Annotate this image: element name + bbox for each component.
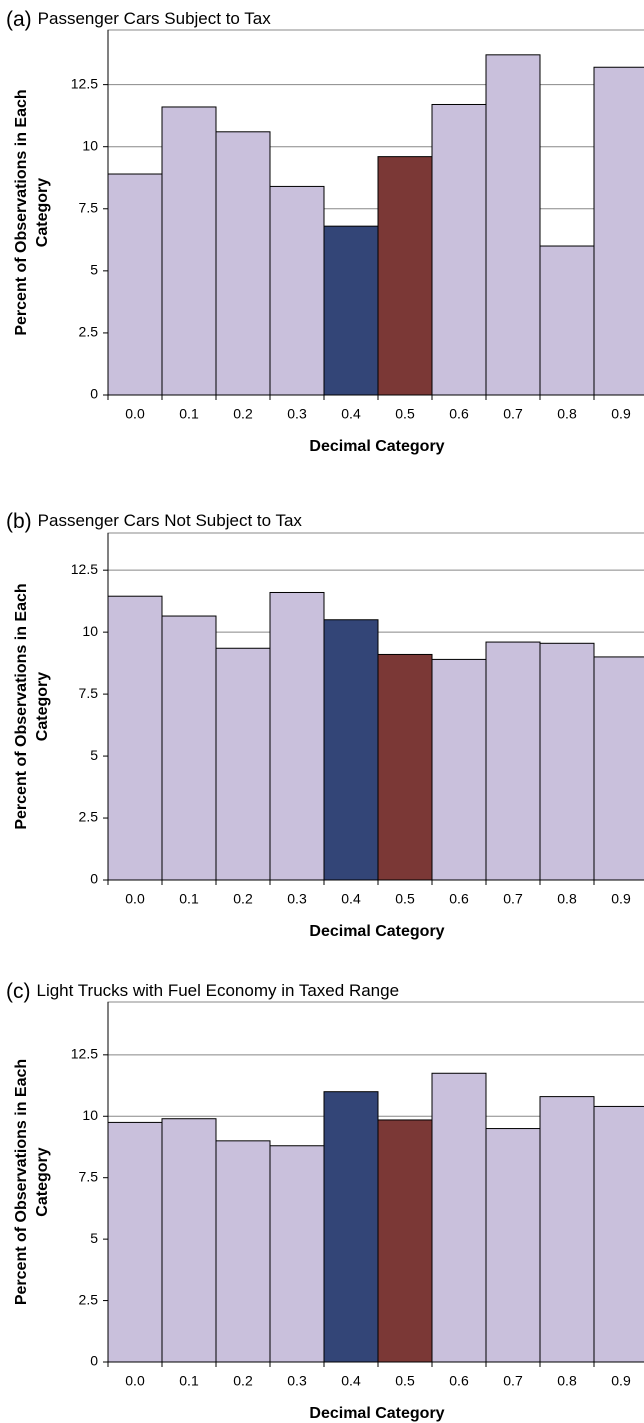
bar bbox=[161, 1118, 217, 1363]
x-tick-label: 0.2 bbox=[233, 1373, 253, 1389]
y-tick-label: 12.5 bbox=[71, 1046, 98, 1062]
y-tick-label: 7.5 bbox=[79, 1168, 99, 1184]
x-tick-label: 0.7 bbox=[503, 891, 523, 907]
x-tick-label: 0.1 bbox=[179, 891, 199, 907]
bar bbox=[215, 647, 271, 881]
y-tick-label: 2.5 bbox=[79, 809, 99, 825]
x-axis-label: Decimal Category bbox=[309, 438, 444, 455]
x-tick-label: 0.6 bbox=[449, 406, 469, 422]
y-tick-label: 12.5 bbox=[71, 75, 98, 91]
bar bbox=[161, 106, 217, 396]
bar bbox=[485, 641, 541, 881]
x-tick-label: 0.5 bbox=[395, 1373, 415, 1389]
bar bbox=[539, 642, 595, 881]
bar bbox=[269, 591, 325, 881]
bar bbox=[593, 1105, 644, 1363]
x-tick-label: 0.3 bbox=[287, 891, 307, 907]
x-tick-label: 0.8 bbox=[557, 406, 577, 422]
panel-title: (b) Passenger Cars Not Subject to Tax bbox=[6, 510, 302, 533]
title: Passenger Cars Not Subject to Tax bbox=[38, 511, 303, 530]
x-tick-label: 0.3 bbox=[287, 1373, 307, 1389]
y-axis-label: Category bbox=[34, 672, 51, 741]
bar bbox=[431, 1072, 487, 1363]
x-tick-label: 0.2 bbox=[233, 891, 253, 907]
x-tick-label: 0.9 bbox=[611, 1373, 631, 1389]
panel-label: (a) bbox=[6, 8, 32, 31]
bar bbox=[215, 1140, 271, 1363]
bar bbox=[215, 131, 271, 396]
panel-label: (b) bbox=[6, 510, 32, 533]
title: Passenger Cars Subject to Tax bbox=[38, 9, 272, 28]
bar bbox=[485, 1128, 541, 1363]
bar bbox=[323, 619, 379, 881]
x-tick-label: 0.7 bbox=[503, 1373, 523, 1389]
bar bbox=[107, 1121, 163, 1363]
bar bbox=[323, 225, 379, 396]
x-tick-label: 0.0 bbox=[125, 1373, 145, 1389]
bar bbox=[269, 185, 325, 396]
bar bbox=[431, 103, 487, 396]
y-tick-label: 2.5 bbox=[79, 324, 99, 340]
x-tick-label: 0.4 bbox=[341, 406, 361, 422]
bar bbox=[107, 173, 163, 396]
panel-label: (c) bbox=[6, 980, 31, 1003]
y-tick-label: 10 bbox=[82, 137, 98, 153]
x-axis-label: Decimal Category bbox=[309, 923, 444, 940]
x-tick-label: 0.7 bbox=[503, 406, 523, 422]
bar bbox=[269, 1145, 325, 1363]
y-tick-label: 5 bbox=[90, 747, 98, 763]
y-tick-label: 5 bbox=[90, 1230, 98, 1246]
x-axis-label: Decimal Category bbox=[309, 1405, 444, 1422]
bar bbox=[323, 1091, 379, 1363]
panel-title: (a) Passenger Cars Subject to Tax bbox=[6, 8, 271, 31]
title: Light Trucks with Fuel Economy in Taxed … bbox=[37, 981, 400, 1000]
x-tick-label: 0.4 bbox=[341, 1373, 361, 1389]
panel-title: (c) Light Trucks with Fuel Economy in Tax… bbox=[6, 980, 399, 1003]
x-tick-label: 0.5 bbox=[395, 891, 415, 907]
bar bbox=[593, 66, 644, 396]
x-tick-label: 0.1 bbox=[179, 406, 199, 422]
y-axis-label: Category bbox=[34, 178, 51, 247]
y-tick-label: 2.5 bbox=[79, 1291, 99, 1307]
x-tick-label: 0.0 bbox=[125, 891, 145, 907]
y-tick-label: 10 bbox=[82, 623, 98, 639]
bar bbox=[107, 595, 163, 881]
x-tick-label: 0.6 bbox=[449, 1373, 469, 1389]
y-tick-label: 7.5 bbox=[79, 199, 99, 215]
y-axis-label: Percent of Observations in Each bbox=[13, 89, 30, 335]
bar bbox=[377, 653, 433, 881]
y-tick-label: 7.5 bbox=[79, 685, 99, 701]
bar bbox=[539, 1096, 595, 1363]
x-tick-label: 0.9 bbox=[611, 891, 631, 907]
y-tick-label: 5 bbox=[90, 262, 98, 278]
y-tick-label: 10 bbox=[82, 1107, 98, 1123]
x-tick-label: 0.9 bbox=[611, 406, 631, 422]
y-tick-label: 12.5 bbox=[71, 561, 98, 577]
y-tick-label: 0 bbox=[90, 871, 98, 887]
x-tick-label: 0.5 bbox=[395, 406, 415, 422]
bar bbox=[161, 615, 217, 881]
x-tick-label: 0.1 bbox=[179, 1373, 199, 1389]
x-tick-label: 0.2 bbox=[233, 406, 253, 422]
x-tick-label: 0.8 bbox=[557, 1373, 577, 1389]
y-axis-label: Percent of Observations in Each bbox=[13, 583, 30, 829]
y-axis-label: Percent of Observations in Each bbox=[13, 1059, 30, 1305]
x-tick-label: 0.6 bbox=[449, 891, 469, 907]
y-tick-label: 0 bbox=[90, 386, 98, 402]
y-tick-label: 0 bbox=[90, 1353, 98, 1369]
x-tick-label: 0.8 bbox=[557, 891, 577, 907]
bar bbox=[377, 156, 433, 396]
bar bbox=[593, 656, 644, 881]
x-tick-label: 0.0 bbox=[125, 406, 145, 422]
y-axis-label: Category bbox=[34, 1147, 51, 1216]
bar bbox=[485, 54, 541, 396]
bar bbox=[431, 658, 487, 881]
bar bbox=[377, 1119, 433, 1363]
bar bbox=[539, 245, 595, 396]
x-tick-label: 0.3 bbox=[287, 406, 307, 422]
x-tick-label: 0.4 bbox=[341, 891, 361, 907]
